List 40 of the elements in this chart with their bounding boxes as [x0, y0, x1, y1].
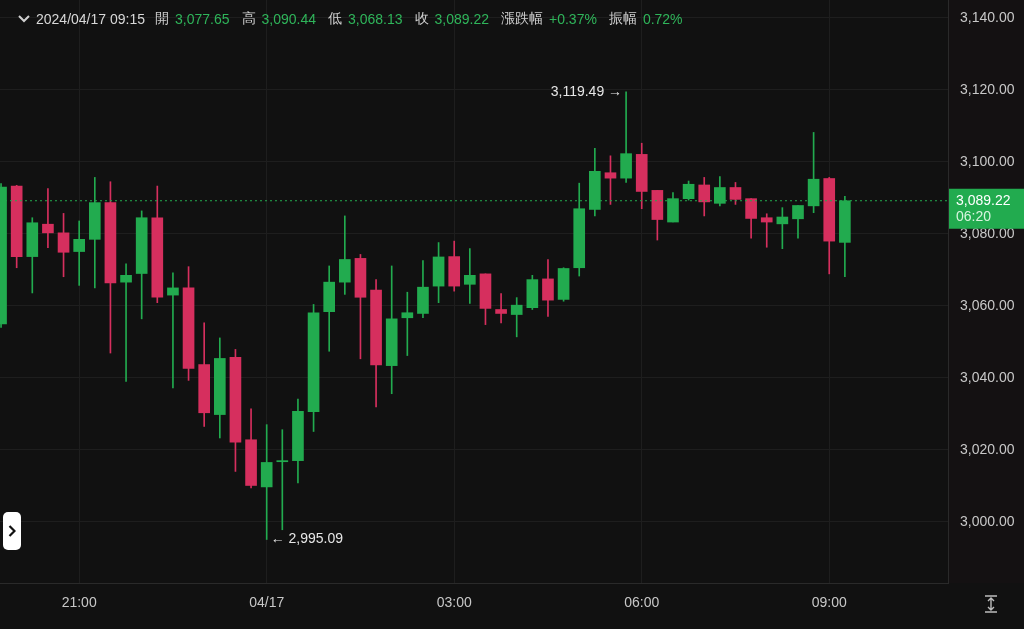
candlestick	[510, 297, 523, 338]
candlestick	[260, 424, 273, 540]
y-tick-label: 3,060.00	[960, 296, 1015, 313]
annotation: 3,068.13	[348, 11, 403, 27]
annotation: 3,119.49 →	[550, 82, 623, 99]
candlestick	[167, 272, 179, 389]
x-tick-label: 06:00	[624, 594, 660, 611]
x-tick-label: 21:00	[61, 594, 97, 611]
y-tick-label: 3,020.00	[960, 440, 1015, 457]
y-tick-label: 3,040.00	[960, 368, 1015, 385]
annotation: 0.72%	[642, 11, 683, 27]
x-tick-label: 09:00	[811, 594, 847, 611]
candlestick	[42, 188, 54, 248]
candlestick	[276, 429, 289, 531]
y-tick-label: 3,120.00	[960, 80, 1015, 97]
candlestick	[464, 248, 476, 304]
annotation: 3,090.44	[261, 11, 316, 27]
y-tick-label: 3,140.00	[960, 8, 1015, 25]
annotation: 高	[241, 10, 256, 28]
annotation: 低	[328, 10, 342, 28]
y-tick-label: 3,000.00	[960, 512, 1015, 529]
y-tick-label: 3,080.00	[960, 224, 1015, 241]
annotation: 振幅	[608, 10, 637, 28]
annotation: 3,089.22	[434, 11, 489, 27]
candlestick	[495, 293, 507, 324]
annotation: 3,077.65	[175, 11, 230, 27]
x-tick-label: 04/17	[249, 594, 285, 611]
candlestick	[760, 213, 773, 248]
annotation: ← 2,995.09	[270, 530, 344, 547]
annotation: 漲跌幅	[501, 10, 543, 28]
y-tick-label: 3,100.00	[960, 152, 1015, 169]
annotation: +0.37%	[549, 11, 597, 27]
x-tick-label: 03:00	[436, 594, 472, 611]
candlestick	[73, 220, 85, 286]
text: 2024/04/17 09:15	[36, 11, 145, 27]
annotation: 開	[155, 10, 169, 28]
candlestick	[401, 291, 414, 356]
annotation: 收	[414, 10, 429, 28]
candlestick	[120, 263, 132, 382]
ref-line-label: 3,089.22 06:20	[956, 191, 1011, 224]
